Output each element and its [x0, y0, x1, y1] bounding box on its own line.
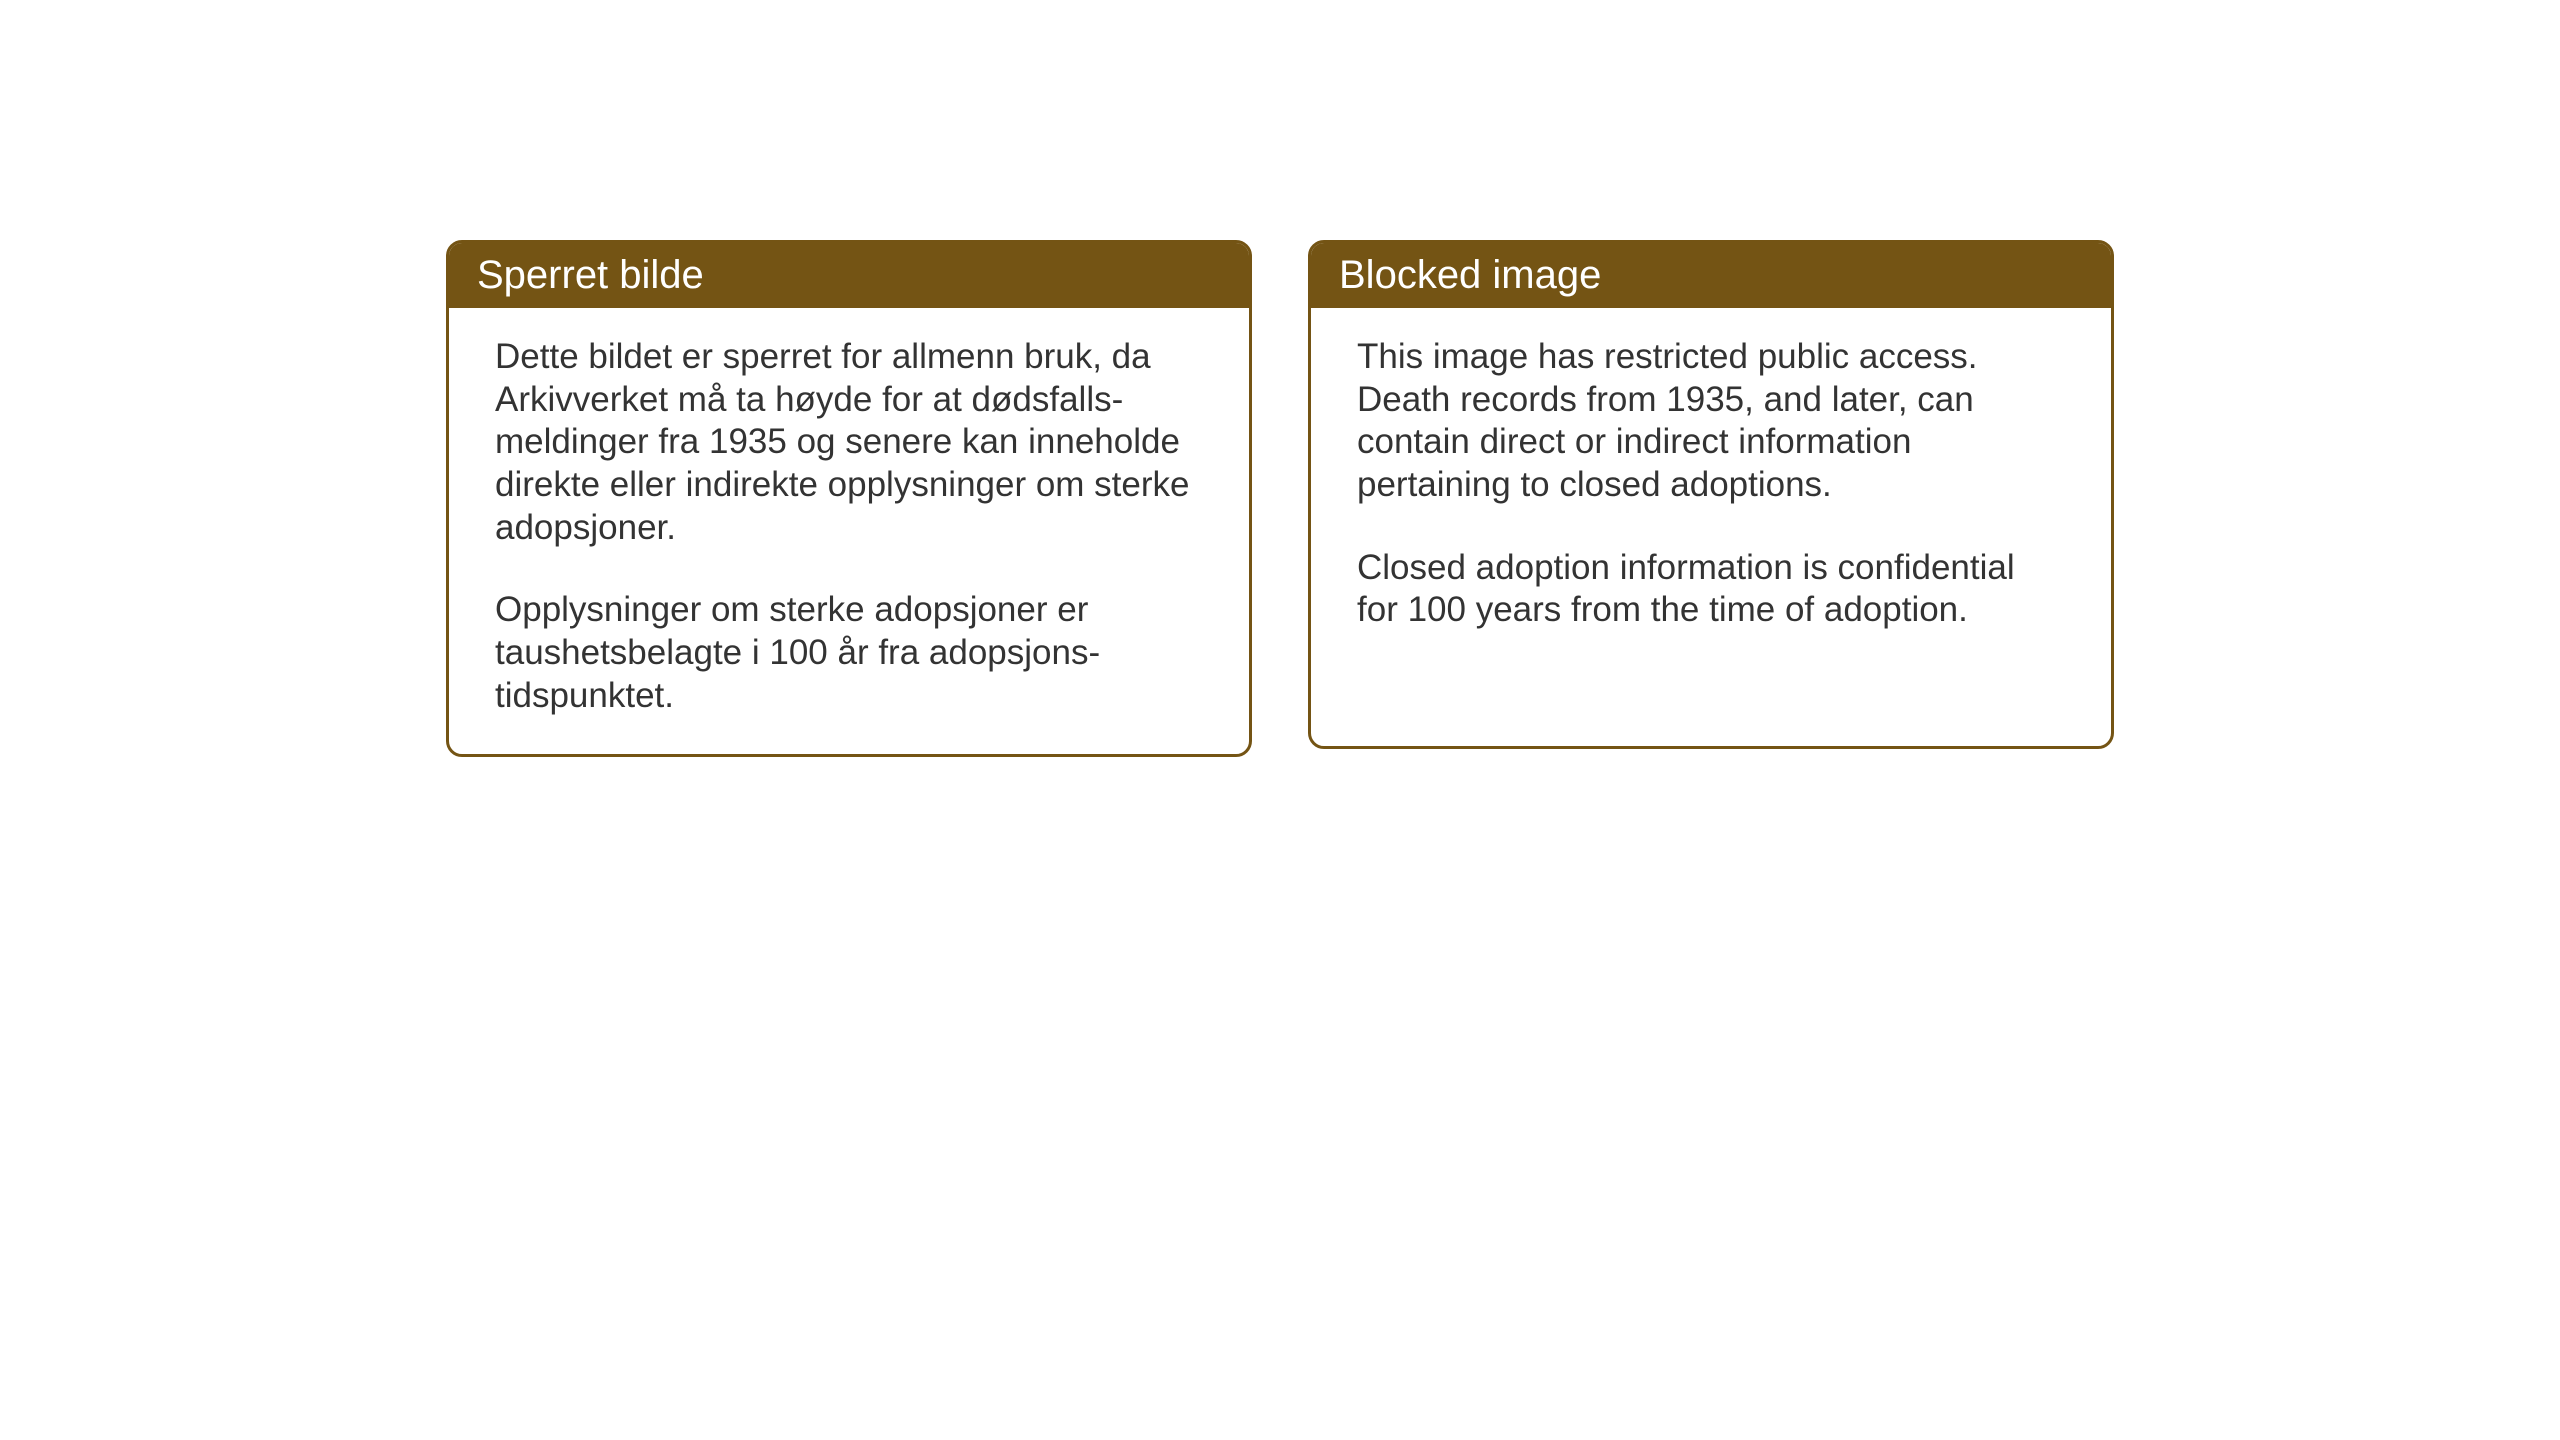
card-body-english: This image has restricted public access.… [1311, 308, 2111, 668]
card-paragraph-1-english: This image has restricted public access.… [1357, 336, 2065, 507]
card-body-norwegian: Dette bildet er sperret for allmenn bruk… [449, 308, 1249, 754]
card-title-english: Blocked image [1339, 253, 1601, 297]
card-paragraph-2-norwegian: Opplysninger om sterke adopsjoner er tau… [495, 589, 1203, 717]
card-header-norwegian: Sperret bilde [449, 243, 1249, 308]
cards-container: Sperret bilde Dette bildet er sperret fo… [446, 240, 2114, 757]
card-title-norwegian: Sperret bilde [477, 253, 704, 297]
card-paragraph-1-norwegian: Dette bildet er sperret for allmenn bruk… [495, 336, 1203, 549]
card-paragraph-2-english: Closed adoption information is confident… [1357, 547, 2065, 632]
card-norwegian: Sperret bilde Dette bildet er sperret fo… [446, 240, 1252, 757]
card-header-english: Blocked image [1311, 243, 2111, 308]
card-english: Blocked image This image has restricted … [1308, 240, 2114, 749]
